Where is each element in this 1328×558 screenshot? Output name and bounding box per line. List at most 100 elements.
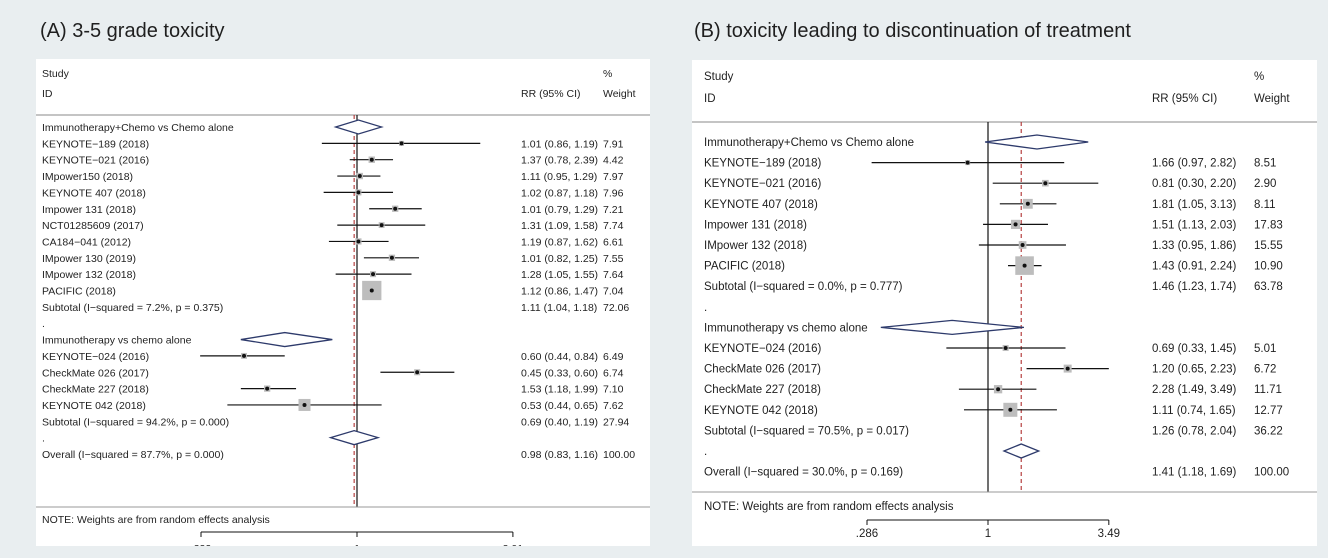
row-weight: 5.01 [1254, 343, 1276, 355]
row-label-study: IMpower 132 (2018) [42, 269, 136, 281]
header-study: Study [42, 68, 70, 80]
row-label-subtotal: Subtotal (I−squared = 7.2%, p = 0.375) [42, 302, 223, 314]
panel-a-title: (A) 3-5 grade toxicity [40, 20, 225, 42]
point-estimate [1013, 222, 1018, 227]
row-label-study: CheckMate 026 (2017) [42, 367, 149, 379]
pooled-diamond [240, 331, 333, 348]
row-rr-ci: 1.66 (0.97, 2.82) [1152, 158, 1237, 170]
row-weight: 7.97 [603, 171, 624, 183]
row-label-dot: . [704, 446, 707, 458]
row-label-study: KEYNOTE 407 (2018) [42, 187, 146, 199]
x-tick-label: 3.01 [503, 543, 524, 546]
row-weight: 100.00 [1254, 467, 1289, 479]
row-label-study: IMpower 132 (2018) [704, 240, 807, 252]
row-label-study: NCT01285609 (2017) [42, 220, 144, 232]
row-label-study: KEYNOTE−024 (2016) [42, 351, 149, 363]
point-estimate [1020, 243, 1025, 247]
row-weight: 27.94 [603, 416, 629, 428]
header-weight: Weight [1254, 93, 1290, 105]
row-label-group: Immunotherapy vs chemo alone [42, 335, 192, 347]
header-pct: % [603, 68, 612, 80]
pooled-diamond [984, 134, 1089, 150]
row-rr-ci: 0.53 (0.44, 0.65) [521, 400, 598, 412]
row-rr-ci: 1.37 (0.78, 2.39) [521, 155, 598, 167]
header-weight: Weight [603, 88, 636, 100]
row-weight: 6.74 [603, 367, 624, 379]
row-label-study: KEYNOTE−021 (2016) [42, 155, 149, 167]
point-estimate [1043, 181, 1048, 186]
row-label-dot: . [42, 433, 45, 445]
header-study: Study [704, 71, 734, 83]
row-weight: 7.96 [603, 187, 624, 199]
row-rr-ci: 1.20 (0.65, 2.23) [1152, 364, 1237, 376]
row-weight: 6.72 [1254, 364, 1276, 376]
row-rr-ci: 1.11 (0.74, 1.65) [1152, 405, 1236, 417]
row-weight: 7.74 [603, 220, 624, 232]
row-label-subtotal: Subtotal (I−squared = 0.0%, p = 0.777) [704, 281, 903, 293]
point-estimate [415, 370, 420, 375]
row-rr-ci: 0.69 (0.40, 1.19) [521, 416, 598, 428]
row-rr-ci: 1.19 (0.87, 1.62) [521, 236, 598, 248]
note-text: NOTE: Weights are from random effects an… [704, 501, 954, 513]
point-estimate [356, 239, 361, 244]
header-id: ID [42, 88, 53, 100]
row-rr-ci: 1.46 (1.23, 1.74) [1152, 281, 1237, 293]
point-estimate [965, 160, 970, 165]
row-label-subtotal: Subtotal (I−squared = 94.2%, p = 0.000) [42, 416, 229, 428]
row-rr-ci: 1.51 (1.13, 2.03) [1152, 219, 1237, 231]
row-label-study: IMpower150 (2018) [42, 171, 133, 183]
row-label-subtotal: Subtotal (I−squared = 70.5%, p = 0.017) [704, 425, 909, 437]
row-label-study: CheckMate 227 (2018) [42, 384, 149, 396]
point-estimate [369, 157, 374, 162]
row-label-study: IMpower 130 (2019) [42, 253, 136, 265]
row-weight: 7.62 [603, 400, 624, 412]
row-rr-ci: 1.43 (0.91, 2.24) [1152, 261, 1237, 273]
row-label-study: KEYNOTE−189 (2018) [704, 158, 821, 170]
row-label-group: Immunotherapy+Chemo vs Chemo alone [42, 122, 234, 134]
row-label-overall: Overall (I−squared = 30.0%, p = 0.169) [704, 467, 903, 479]
row-weight: 10.90 [1254, 261, 1283, 273]
row-rr-ci: 2.28 (1.49, 3.49) [1152, 384, 1237, 396]
row-label-study: KEYNOTE−021 (2016) [704, 178, 821, 190]
point-estimate [1003, 346, 1008, 350]
pooled-diamond [333, 119, 384, 135]
row-rr-ci: 1.26 (0.78, 2.04) [1152, 425, 1237, 437]
point-estimate [357, 174, 362, 179]
point-estimate [356, 190, 361, 195]
row-rr-ci: 1.41 (1.18, 1.69) [1152, 467, 1237, 479]
row-label-study: Impower 131 (2018) [704, 219, 807, 231]
row-weight: 8.11 [1254, 199, 1276, 211]
row-rr-ci: 0.45 (0.33, 0.60) [521, 367, 598, 379]
forest-plot-a: Study ID RR (95% CI)% Weight Immunotherapy+C… [36, 68, 650, 555]
row-label-study: CheckMate 026 (2017) [704, 364, 821, 376]
pooled-diamond [328, 429, 381, 446]
row-weight: 100.00 [603, 449, 635, 461]
point-estimate [393, 206, 398, 211]
row-label-study: CA184−041 (2012) [42, 236, 131, 248]
point-estimate [996, 387, 1001, 392]
row-rr-ci: 1.11 (0.95, 1.29) [521, 171, 597, 183]
point-estimate [1008, 407, 1013, 412]
row-label-group: Immunotherapy vs chemo alone [704, 322, 868, 334]
row-weight: 7.55 [603, 253, 624, 265]
row-weight: 36.22 [1254, 425, 1283, 437]
row-weight: 6.61 [603, 236, 624, 248]
row-label-study: KEYNOTE−024 (2016) [704, 343, 821, 355]
row-rr-ci: 1.01 (0.79, 1.29) [521, 204, 598, 216]
point-estimate [379, 223, 384, 228]
x-tick-label: 3.49 [1098, 528, 1120, 540]
note-text: NOTE: Weights are from random effects an… [42, 514, 270, 526]
row-rr-ci: 0.69 (0.33, 1.45) [1152, 343, 1237, 355]
point-estimate [242, 353, 247, 358]
row-weight: 15.55 [1254, 240, 1283, 252]
x-tick-label: .332 [191, 543, 212, 546]
panel-a: Study ID RR (95% CI)% Weight Immunotherapy+C… [36, 59, 650, 555]
header-rr: RR (95% CI) [1152, 93, 1217, 105]
row-label-study: PACIFIC (2018) [42, 286, 116, 298]
panel-b: Study ID RR (95% CI)% Weight Immunotherapy+C… [692, 60, 1317, 546]
row-weight: 7.21 [603, 204, 624, 216]
row-rr-ci: 1.12 (0.86, 1.47) [521, 286, 598, 298]
row-weight: 6.49 [603, 351, 624, 363]
row-label-study: KEYNOTE−189 (2018) [42, 138, 149, 150]
forest-plot-b: Study ID RR (95% CI)% Weight Immunotherapy+C… [692, 71, 1317, 540]
